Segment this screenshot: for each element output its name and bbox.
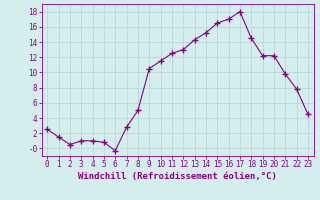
X-axis label: Windchill (Refroidissement éolien,°C): Windchill (Refroidissement éolien,°C) xyxy=(78,172,277,181)
